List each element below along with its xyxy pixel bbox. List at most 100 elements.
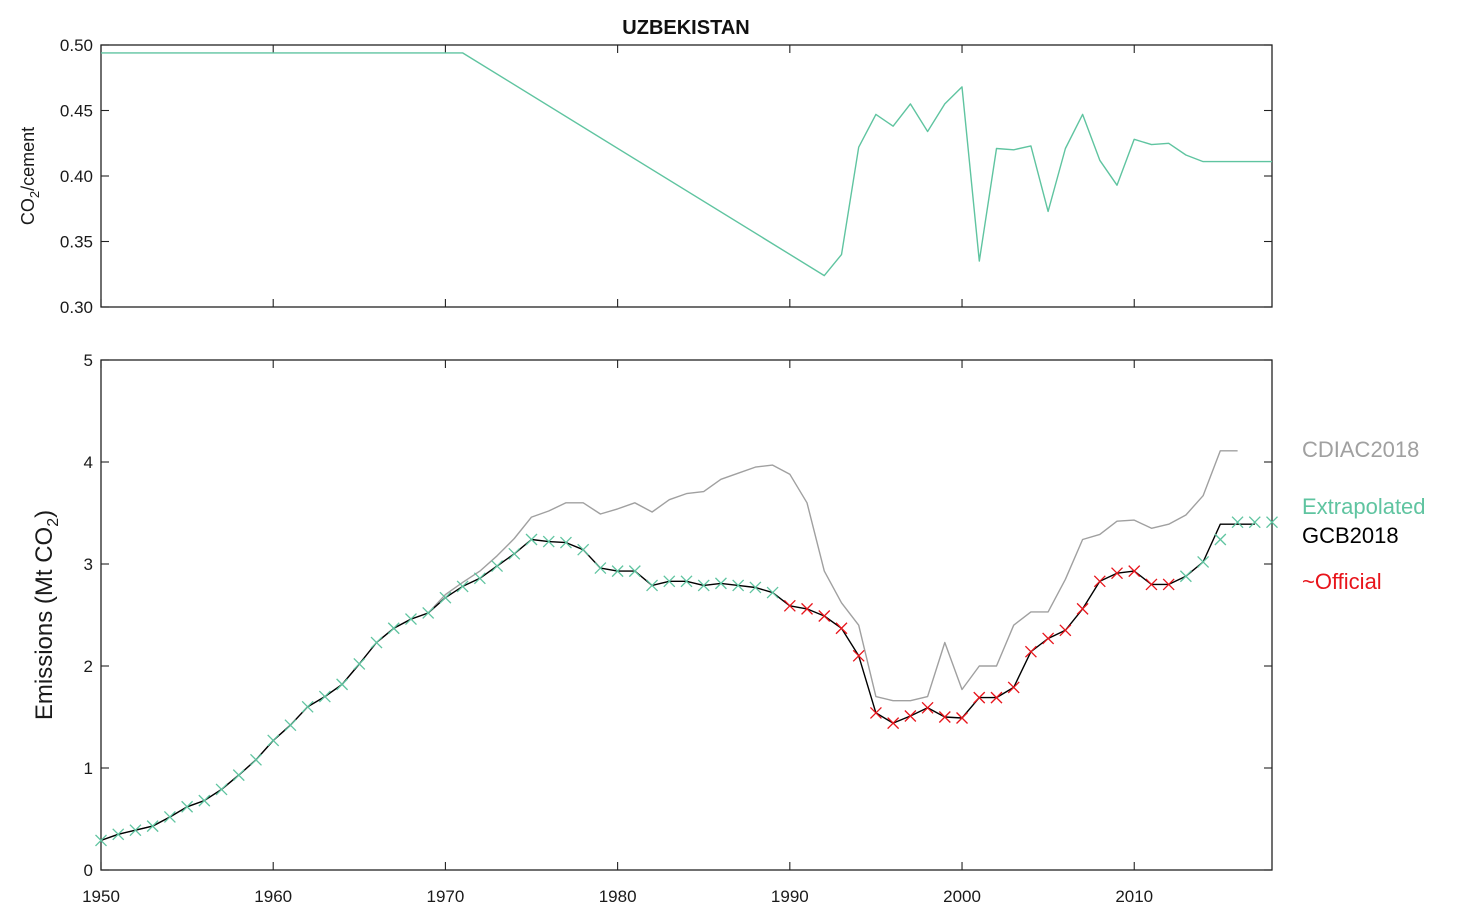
- official-marker: [818, 610, 831, 622]
- bottom-x-tick-label: 1970: [426, 887, 464, 906]
- extrapolated-marker: [1248, 516, 1261, 529]
- extrapolated-marker: [594, 562, 607, 575]
- legend-gcb: GCB2018: [1302, 523, 1399, 548]
- extrapolated-marker: [749, 581, 762, 594]
- extrapolated-marker: [318, 690, 331, 703]
- extrapolated-marker: [491, 560, 504, 572]
- extrapolated-marker: [1214, 533, 1227, 546]
- legend-cdiac: CDIAC2018: [1302, 437, 1419, 462]
- official-marker: [1162, 578, 1175, 591]
- bottom-plot-frame: [100, 359, 1273, 871]
- top-y-tick-label: 0.50: [60, 36, 93, 55]
- top-y-tick-label: 0.35: [60, 233, 93, 252]
- extrapolated-marker: [766, 586, 779, 599]
- bottom-series-group: [95, 450, 1278, 847]
- extrapolated-marker: [250, 753, 262, 766]
- bottom-axis-ticks: 1950 1960 1970 1980 1990 2000 2010 0 1 2 3 4 5: [82, 351, 1272, 906]
- official-marker: [956, 712, 968, 724]
- official-marker: [1128, 565, 1141, 578]
- extrapolated-marker: [198, 794, 211, 807]
- bottom-y-tick-label: 3: [84, 555, 93, 574]
- top-series-group: [101, 52, 1272, 277]
- legend-official: ~Official: [1302, 569, 1382, 594]
- extrapolated-marker: [456, 580, 469, 593]
- extrapolated-marker: [232, 769, 245, 782]
- cdiac-line: [100, 450, 1238, 842]
- bottom-y-tick-label: 2: [84, 657, 93, 676]
- bottom-x-tick-label: 1980: [599, 887, 637, 906]
- chart-title: UZBEKISTAN: [622, 17, 749, 39]
- bottom-ylabel-main: Emissions (Mt CO: [31, 527, 58, 720]
- official-marker: [1024, 645, 1037, 658]
- extrapolated-marker: [611, 565, 624, 578]
- extrapolated-marker: [628, 565, 641, 578]
- bottom-x-tick-label: 1990: [771, 887, 809, 906]
- official-marker: [835, 622, 848, 635]
- bottom-y-tick-label: 0: [84, 861, 93, 880]
- extrapolated-marker: [181, 800, 194, 813]
- extrapolated-marker: [284, 719, 297, 732]
- top-ylabel-tail: /cement: [18, 127, 38, 191]
- official-marker: [1059, 624, 1072, 637]
- top-y-tick-label: 0.30: [60, 298, 93, 317]
- official-marker: [1042, 632, 1055, 645]
- extrapolated-marker: [1266, 516, 1278, 529]
- legend-extrapolated: Extrapolated: [1302, 494, 1426, 519]
- extrapolated-marker: [714, 577, 727, 590]
- official-marker: [1145, 578, 1158, 591]
- extrapolated-marker: [215, 783, 228, 796]
- emissions-panel: 1950 1960 1970 1980 1990 2000 2010 0 1 2 3 4 5 Emiss…: [31, 351, 1278, 906]
- extrapolated-marker: [370, 636, 383, 649]
- top-y-tick-label: 0.45: [60, 102, 93, 121]
- extrapolated-marker: [387, 622, 400, 635]
- bottom-y-tick-label: 4: [84, 453, 93, 472]
- top-y-tick-label: 0.40: [60, 167, 93, 186]
- extrapolated-marker: [559, 536, 572, 549]
- extrapolated-marker: [129, 824, 142, 837]
- extrapolated-marker: [732, 579, 745, 592]
- extrapolated-marker: [146, 820, 159, 833]
- official-marker: [1007, 681, 1020, 694]
- extrapolated-marker: [353, 658, 366, 670]
- official-marker: [852, 649, 865, 662]
- official-marker: [1076, 602, 1089, 615]
- extrapolated-marker: [267, 734, 280, 747]
- extrapolated-marker: [112, 828, 125, 841]
- official-marker: [783, 599, 796, 612]
- extrapolated-marker: [439, 591, 452, 604]
- official-marker: [1093, 575, 1106, 588]
- extrapolated-marker: [577, 543, 590, 556]
- official-marker: [904, 710, 917, 722]
- extrapolated-marker: [95, 834, 107, 847]
- extrapolated-marker: [542, 535, 555, 548]
- extrapolated-marker: [508, 547, 521, 560]
- top-y-axis-title: CO2/cement: [18, 127, 42, 225]
- bottom-y-axis-title: Emissions (Mt CO2): [31, 510, 62, 720]
- cement-ratio-line: [101, 52, 1272, 277]
- bottom-x-tick-label: 1950: [82, 887, 120, 906]
- extrapolated-marker: [680, 575, 693, 588]
- extrapolated-marker: [525, 533, 538, 546]
- top-ylabel-main: CO: [18, 198, 38, 225]
- top-ylabel-sub: 2: [27, 191, 42, 198]
- extrapolated-marker: [646, 579, 659, 592]
- extrapolated-marker: [697, 579, 710, 592]
- bottom-x-tick-label: 2000: [943, 887, 981, 906]
- bottom-y-tick-label: 1: [84, 759, 93, 778]
- extrapolated-marker: [1231, 516, 1244, 529]
- extrapolated-marker: [163, 811, 176, 823]
- official-marker: [973, 691, 986, 704]
- bottom-ylabel-sub: 2: [45, 518, 62, 527]
- gcb-line: [100, 523, 1255, 842]
- official-marker: [1111, 567, 1123, 580]
- official-marker: [869, 706, 882, 719]
- extrapolated-marker: [405, 613, 417, 626]
- extrapolated-marker: [1197, 556, 1210, 568]
- bottom-ylabel-tail: ): [31, 510, 58, 518]
- extrapolated-marker: [473, 572, 486, 585]
- official-marker: [801, 602, 814, 615]
- bottom-x-tick-label: 2010: [1115, 887, 1153, 906]
- official-marker: [887, 717, 900, 730]
- extrapolated-marker: [1179, 570, 1192, 583]
